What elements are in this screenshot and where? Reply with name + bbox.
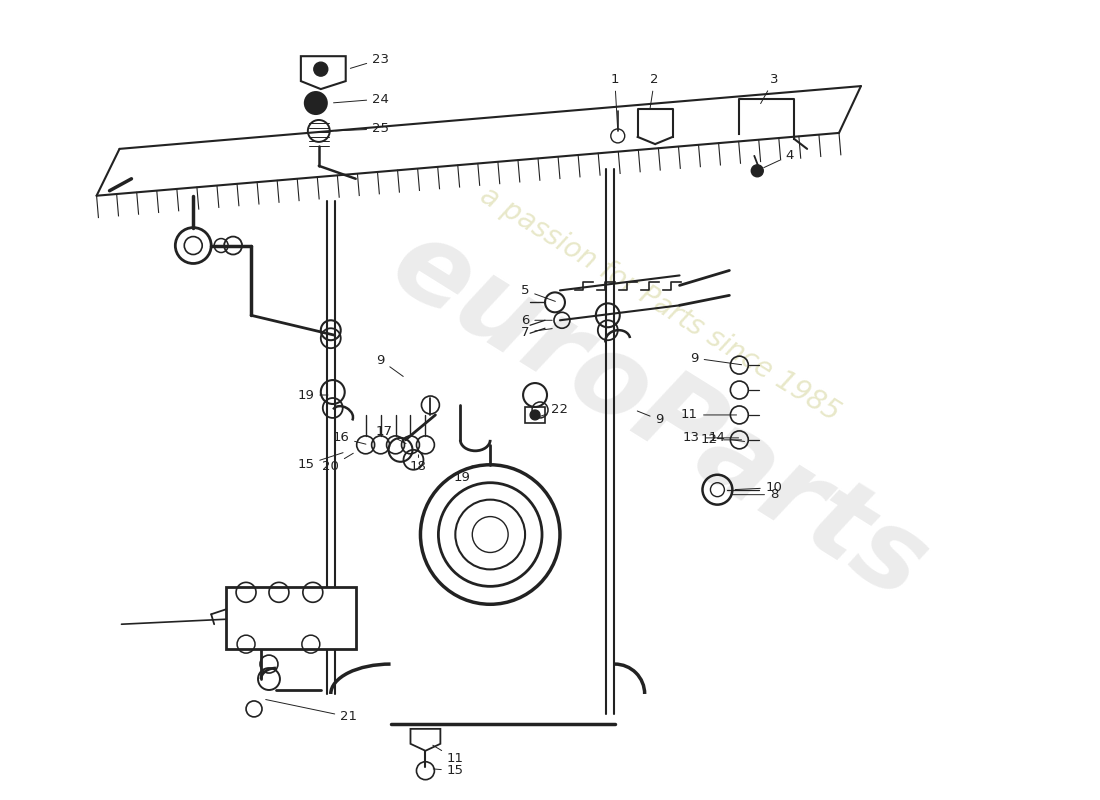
Text: 9: 9 — [691, 352, 741, 365]
FancyBboxPatch shape — [525, 407, 544, 423]
Text: 23: 23 — [351, 53, 389, 68]
Text: 14: 14 — [710, 431, 745, 444]
Text: 24: 24 — [333, 93, 389, 106]
Text: 4: 4 — [763, 150, 793, 168]
Text: 6: 6 — [521, 314, 552, 326]
Text: 16: 16 — [332, 431, 366, 444]
Circle shape — [530, 410, 540, 420]
Circle shape — [751, 165, 763, 177]
Text: 9: 9 — [376, 354, 404, 377]
Text: 9: 9 — [637, 411, 663, 426]
Text: 20: 20 — [322, 454, 353, 474]
Text: 19: 19 — [297, 389, 328, 402]
Text: 10: 10 — [735, 481, 783, 494]
Text: 5: 5 — [520, 284, 556, 302]
Text: a passion for Parts since 1985: a passion for Parts since 1985 — [474, 182, 845, 427]
Text: 1: 1 — [610, 73, 619, 128]
Text: 25: 25 — [336, 122, 389, 135]
Polygon shape — [301, 56, 345, 89]
Text: 11: 11 — [432, 746, 464, 766]
Text: 22: 22 — [538, 403, 569, 417]
Text: 15: 15 — [297, 453, 343, 471]
Text: 17: 17 — [375, 426, 406, 443]
FancyBboxPatch shape — [227, 587, 355, 649]
Text: 15: 15 — [433, 764, 464, 778]
Text: 21: 21 — [266, 699, 358, 723]
Text: 18: 18 — [410, 455, 427, 474]
Text: 2: 2 — [650, 73, 659, 108]
Circle shape — [314, 62, 328, 76]
Circle shape — [305, 92, 327, 114]
Text: 3: 3 — [760, 73, 779, 103]
Text: 7: 7 — [520, 326, 552, 338]
Text: 11: 11 — [681, 409, 737, 422]
Text: euroParts: euroParts — [373, 210, 946, 622]
Text: 12: 12 — [701, 434, 741, 446]
Text: 13: 13 — [683, 431, 738, 444]
Polygon shape — [410, 729, 440, 750]
Text: 19: 19 — [454, 466, 472, 484]
Text: 8: 8 — [733, 488, 779, 501]
